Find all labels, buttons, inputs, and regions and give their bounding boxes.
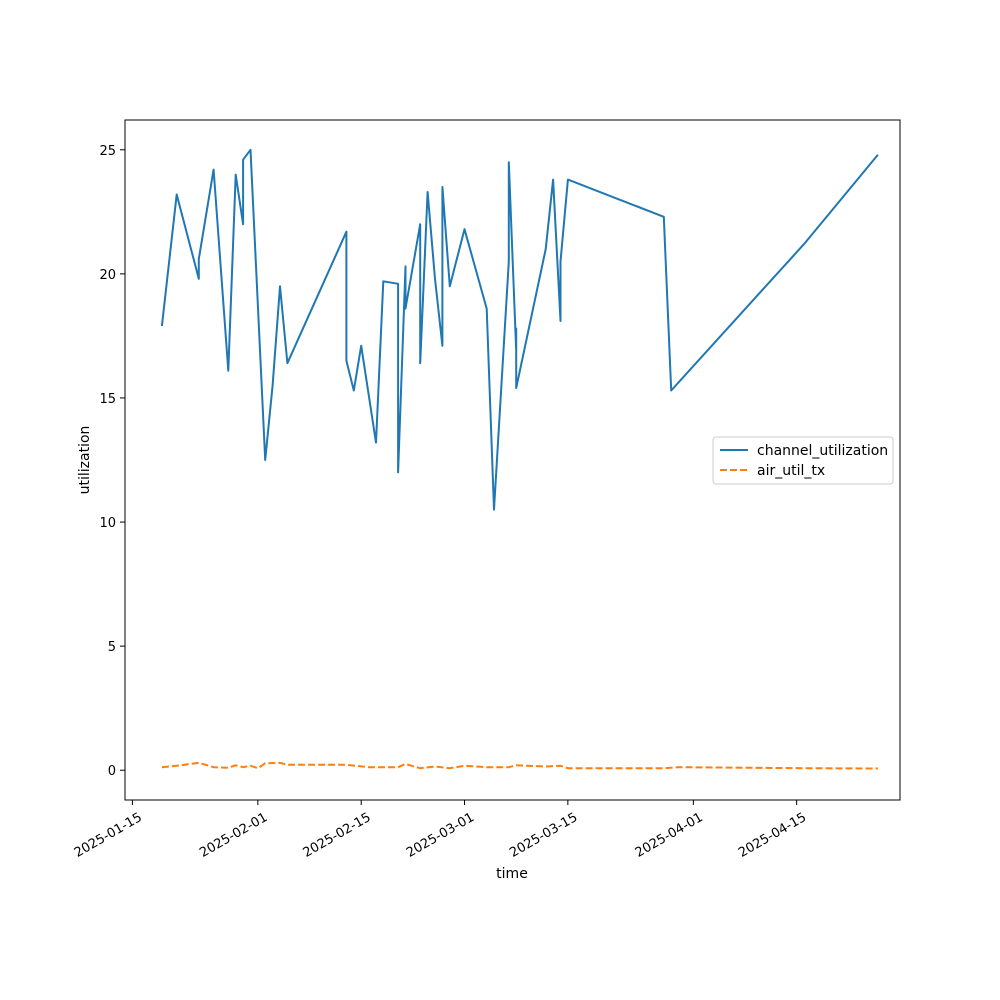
legend-label-air-util-tx: air_util_tx	[757, 463, 825, 479]
legend-label-channel-utilization: channel_utilization	[757, 443, 888, 459]
legend: channel_utilization air_util_tx	[712, 436, 894, 485]
y-axis-label: utilization	[77, 426, 93, 495]
y-tick-label: 25	[99, 144, 116, 159]
y-tick-label: 20	[99, 268, 116, 283]
y-tick-label: 5	[108, 640, 116, 655]
y-tick-label: 15	[99, 392, 116, 407]
y-tick-label: 10	[99, 516, 116, 531]
y-tick-label: 0	[108, 764, 116, 779]
series-layer	[160, 148, 879, 770]
plot-frame	[124, 119, 901, 801]
series-line-air-util-tx	[161, 761, 878, 770]
y-axis-ticks: 0 5 10 15 20 25	[99, 144, 125, 779]
x-axis-label: time	[496, 866, 528, 882]
series-line-channel-utilization	[160, 148, 879, 511]
legend-box	[712, 436, 894, 485]
